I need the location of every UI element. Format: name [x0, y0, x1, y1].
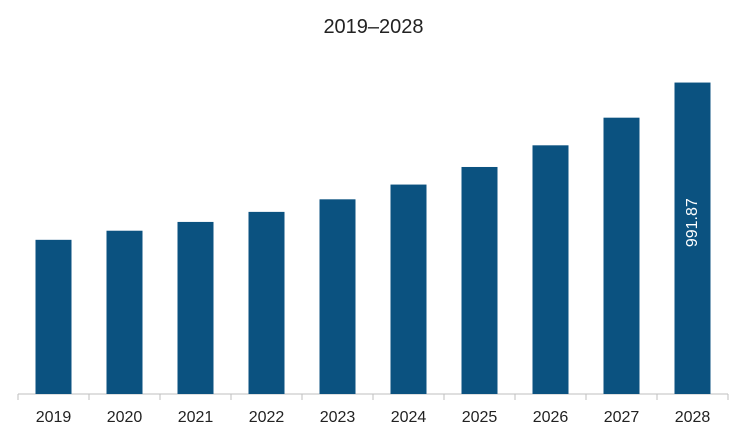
bar-2021	[177, 221, 214, 394]
x-tick-label-2022: 2022	[249, 409, 285, 426]
bar-2022	[248, 211, 285, 394]
x-tick-label-2019: 2019	[36, 409, 72, 426]
chart-title: 2019–2028	[323, 16, 424, 38]
x-tick-label-2020: 2020	[107, 409, 143, 426]
x-tick-label-2026: 2026	[533, 409, 569, 426]
bar-2023	[319, 199, 356, 394]
x-tick-label-2027: 2027	[604, 409, 640, 426]
bar-2027	[603, 117, 640, 395]
bar-2028	[674, 82, 711, 394]
bar-2019	[35, 239, 72, 394]
x-tick-label-2028: 2028	[675, 409, 711, 426]
bar-2020	[106, 230, 143, 394]
x-tick-label-2025: 2025	[462, 409, 498, 426]
x-tick-label-2024: 2024	[391, 409, 427, 426]
x-tick-label-2021: 2021	[178, 409, 214, 426]
data-label-2028: 991.87	[684, 198, 701, 247]
bar-2024	[390, 184, 427, 394]
bar-2026	[532, 145, 569, 394]
bar-2025	[461, 166, 498, 394]
x-tick-label-2023: 2023	[320, 409, 356, 426]
